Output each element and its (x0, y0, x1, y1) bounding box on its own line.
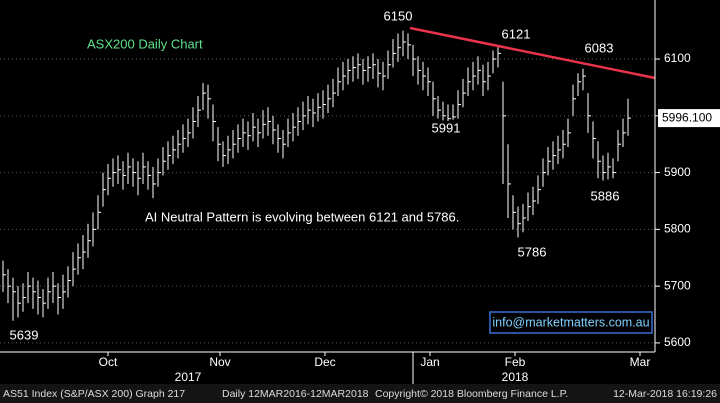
chart-title: ASX200 Daily Chart (87, 36, 203, 51)
price-bars (2, 30, 631, 321)
x-tick-label: Dec (314, 355, 335, 369)
y-tick-label: 5600 (664, 335, 691, 349)
watermark-box (489, 311, 653, 334)
footer-text: AS51 Index (S&P/ASX 200) Graph 217 (3, 388, 185, 400)
annotation: 5786 (518, 244, 547, 259)
y-tick-label: 5900 (664, 165, 691, 179)
footer-text: 12-Mar-2018 16:19:26 (613, 388, 717, 400)
year-label: 2017 (175, 370, 202, 384)
watermark: info@marketmatters.com.au (492, 315, 649, 329)
x-tick-label: Jan (420, 355, 439, 369)
footer-text: Daily 12MAR2016-12MAR2018 (222, 388, 369, 400)
y-tick-label: 5800 (664, 222, 691, 236)
x-tick-label: Nov (209, 355, 230, 369)
annotation: 5886 (591, 188, 620, 203)
note: AI Neutral Pattern is evolving between 6… (145, 209, 459, 224)
x-tick-label: Mar (630, 355, 651, 369)
last-price-label: 5996.100 (662, 110, 712, 124)
x-tick-label: Feb (505, 355, 526, 369)
y-tick-label: 5700 (664, 278, 691, 292)
x-tick-label: Oct (99, 355, 118, 369)
last-price-box (658, 109, 720, 128)
y-tick-label: 6100 (664, 51, 691, 65)
annotation: 5991 (432, 120, 461, 135)
footer-bar (0, 384, 720, 403)
annotation: 5639 (10, 327, 39, 342)
trendline (409, 26, 656, 80)
axes: 560057005800590060006100OctNovDecJanFebM… (0, 0, 720, 384)
annotation: 6150 (384, 8, 413, 23)
footer-text: Copyright© 2018 Bloomberg Finance L.P. (375, 388, 568, 400)
year-label: 2018 (502, 370, 529, 384)
annotation: 6083 (585, 40, 614, 55)
annotation: 6121 (502, 26, 531, 41)
